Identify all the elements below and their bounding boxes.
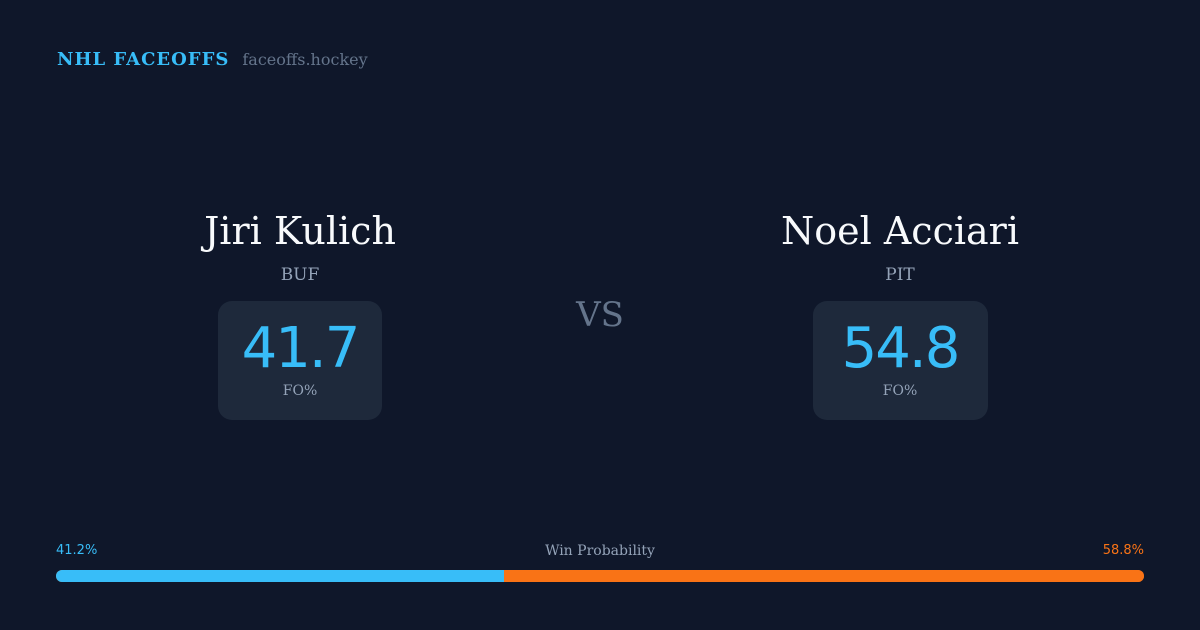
brand-domain: faceoffs.hockey	[242, 50, 368, 69]
stat-value: 41.7	[241, 316, 361, 381]
win-prob-label: Win Probability	[545, 543, 655, 559]
player-name: Noel Acciari	[781, 209, 1019, 253]
win-prob-right: 58.8%	[1102, 543, 1144, 558]
win-prob-left: 41.2%	[56, 543, 98, 558]
brand: NHL FACEOFFS faceoffs.hockey	[57, 49, 368, 70]
player-name: Jiri Kulich	[204, 209, 396, 253]
win-prob-bar-left	[56, 570, 505, 582]
stat-label: FO%	[282, 383, 318, 399]
stat-card: 41.7 FO%	[218, 301, 382, 420]
win-prob-bar-right	[504, 570, 1144, 582]
player-team: BUF	[280, 265, 320, 285]
stat-value: 54.8	[841, 316, 961, 381]
stat-card: 54.8 FO%	[812, 301, 988, 420]
stat-label: FO%	[882, 383, 918, 399]
brand-title: NHL FACEOFFS	[57, 49, 230, 70]
player-left: Jiri Kulich BUF 41.7 FO%	[100, 205, 500, 420]
win-prob-bar	[56, 570, 1144, 582]
win-probability: 41.2% Win Probability 58.8%	[56, 543, 1144, 582]
vs-label: VS	[576, 295, 624, 335]
player-right: Noel Acciari PIT 54.8 FO%	[700, 205, 1100, 420]
player-team: PIT	[885, 265, 915, 285]
